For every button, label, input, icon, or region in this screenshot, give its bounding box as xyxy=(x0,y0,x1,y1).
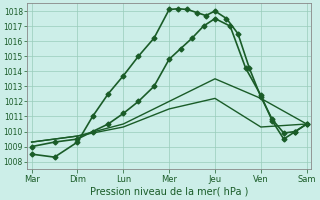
X-axis label: Pression niveau de la mer( hPa ): Pression niveau de la mer( hPa ) xyxy=(90,187,248,197)
